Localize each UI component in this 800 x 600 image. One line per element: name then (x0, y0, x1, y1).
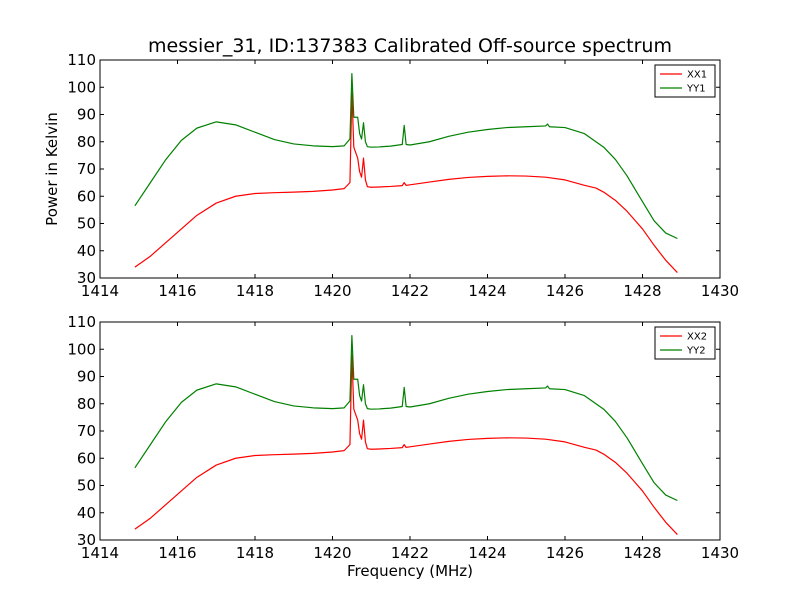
y-tick-label: 110 (67, 51, 96, 69)
y-tick-label: 80 (77, 133, 96, 151)
top-panel: 1414 1416 1418 1420 1422 1424 1426 1428 1430 30 40… (43, 35, 739, 300)
y-tick-label: 70 (77, 160, 96, 178)
x-tick-label: 1416 (158, 282, 196, 300)
x-tick-label: 1416 (158, 544, 196, 562)
legend-label-xx1: XX1 (687, 70, 707, 81)
x-tick-label: 1414 (81, 282, 119, 300)
legend-box (654, 64, 716, 98)
x-tick-label: 1428 (623, 282, 661, 300)
x-tick-label: 1424 (468, 282, 506, 300)
x-tick-label: 1420 (313, 282, 351, 300)
y-tick-label: 60 (77, 187, 96, 205)
x-tick-label: 1428 (623, 544, 661, 562)
x-tick-label: 1420 (313, 544, 351, 562)
y-tick-label: 50 (77, 215, 96, 233)
series-line-xx1 (134, 92, 678, 273)
y-tick-label: 40 (77, 504, 96, 522)
x-tick-label: 1418 (236, 282, 274, 300)
series-line-yy1 (134, 73, 678, 240)
y-tick-label: 30 (77, 269, 96, 287)
x-tick-label: 1414 (81, 544, 119, 562)
y-tick-label: 60 (77, 449, 96, 467)
y-tick-label: 90 (77, 106, 96, 124)
y-tick-label: 110 (67, 313, 96, 331)
x-tick-label: 1430 (701, 282, 739, 300)
y-tick-label: 70 (77, 422, 96, 440)
x-tick-label: 1422 (391, 282, 429, 300)
series-line-yy2 (134, 335, 678, 502)
x-tick-label: 1422 (391, 544, 429, 562)
y-axis-label: Power in Kelvin (43, 112, 61, 226)
bottom-panel: 1414 1416 1418 1420 1422 1424 1426 1428 1430 30 40… (67, 313, 739, 580)
plot-area (99, 321, 721, 541)
y-tick-label: 80 (77, 395, 96, 413)
y-tick-label: 100 (67, 78, 96, 96)
chart-title: messier_31, ID:137383 Calibrated Off-sou… (148, 35, 672, 57)
legend-label-yy2: YY2 (686, 346, 706, 357)
x-tick-label: 1430 (701, 544, 739, 562)
y-tick-label: 40 (77, 242, 96, 260)
plot-area (99, 59, 721, 279)
x-axis-label: Frequency (MHz) (347, 562, 473, 580)
legend-label-xx2: XX2 (687, 332, 707, 343)
y-tick-label: 30 (77, 531, 96, 549)
legend-box (654, 326, 716, 360)
x-tick-label: 1426 (546, 544, 584, 562)
y-tick-label: 100 (67, 340, 96, 358)
series-line-xx2 (134, 354, 678, 535)
x-tick-label: 1426 (546, 282, 584, 300)
y-tick-label: 90 (77, 368, 96, 386)
legend-label-yy1: YY1 (686, 84, 706, 95)
y-tick-label: 50 (77, 477, 96, 495)
x-tick-label: 1424 (468, 544, 506, 562)
x-tick-label: 1418 (236, 544, 274, 562)
